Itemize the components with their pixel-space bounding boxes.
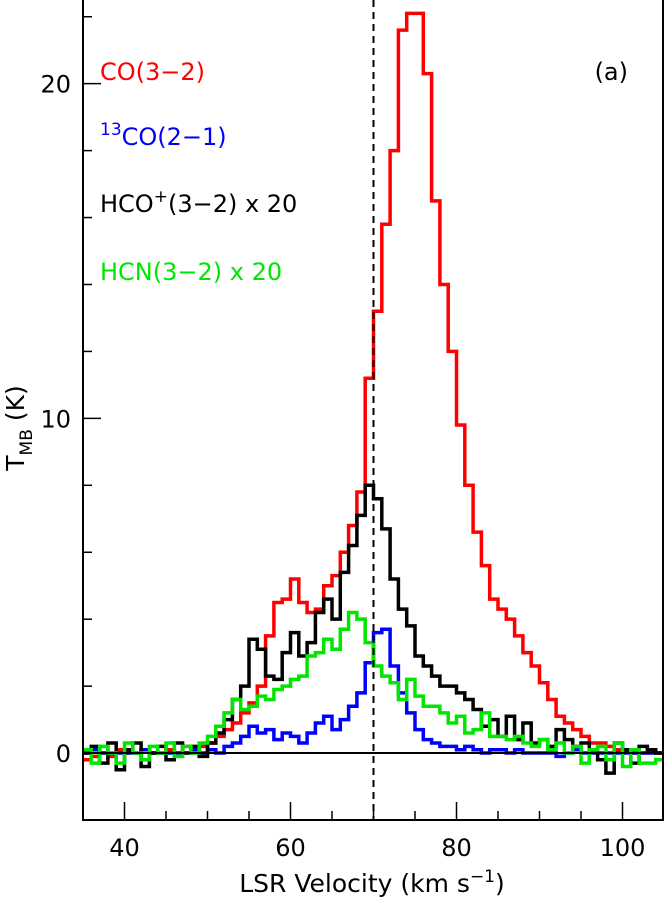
x-axis-title-exponent: −1 (470, 867, 495, 887)
legend-entry-13co21: 13CO(2−1) (100, 120, 227, 151)
x-axis-title: LSR Velocity (km s−1) (239, 867, 505, 898)
legend-13co21-superscript: 13 (100, 120, 122, 140)
legend-entry-hcn32: HCN(3−2) x 20 (100, 258, 282, 286)
legend-co32-label: CO(3−2) (100, 58, 205, 86)
x-axis-title-close: ) (495, 869, 505, 898)
legend-hcop32-label: HCO (100, 190, 154, 218)
y-axis-title-subscript: MB (17, 429, 37, 455)
y-axis-title: TMB (K) (1, 385, 37, 471)
tick-labels: 40 60 80 100 0 10 20 (40, 71, 645, 862)
legend: CO(3−2) 13CO(2−1) HCO+(3−2) x 20 HCN(3−2… (100, 58, 297, 286)
series-line-3 (83, 610, 664, 769)
legend-13co21-label: CO(2−1) (122, 123, 227, 151)
y-tick-label: 20 (40, 71, 71, 99)
y-axis-title-base: T (1, 455, 30, 472)
x-tick-label: 80 (441, 834, 472, 862)
x-axis-title-base: LSR Velocity (km s (239, 869, 470, 898)
x-tick-label: 100 (600, 834, 646, 862)
x-tick-label: 60 (275, 834, 306, 862)
y-axis-title-unit: (K) (1, 385, 30, 429)
panel-label: (a) (595, 58, 628, 86)
x-tick-label: 40 (109, 834, 140, 862)
legend-hcn32-label: HCN(3−2) x 20 (100, 258, 282, 286)
plot-frame (82, 0, 664, 821)
reference-lines (83, 0, 664, 820)
legend-entry-co32: CO(3−2) (100, 58, 205, 86)
legend-entry-hcop32: HCO+(3−2) x 20 (100, 187, 297, 218)
legend-hcop32-superscript: + (154, 187, 168, 207)
legend-hcop32-rest: (3−2) x 20 (168, 190, 297, 218)
y-tick-label: 0 (56, 740, 71, 768)
y-tick-label: 10 (40, 405, 71, 433)
